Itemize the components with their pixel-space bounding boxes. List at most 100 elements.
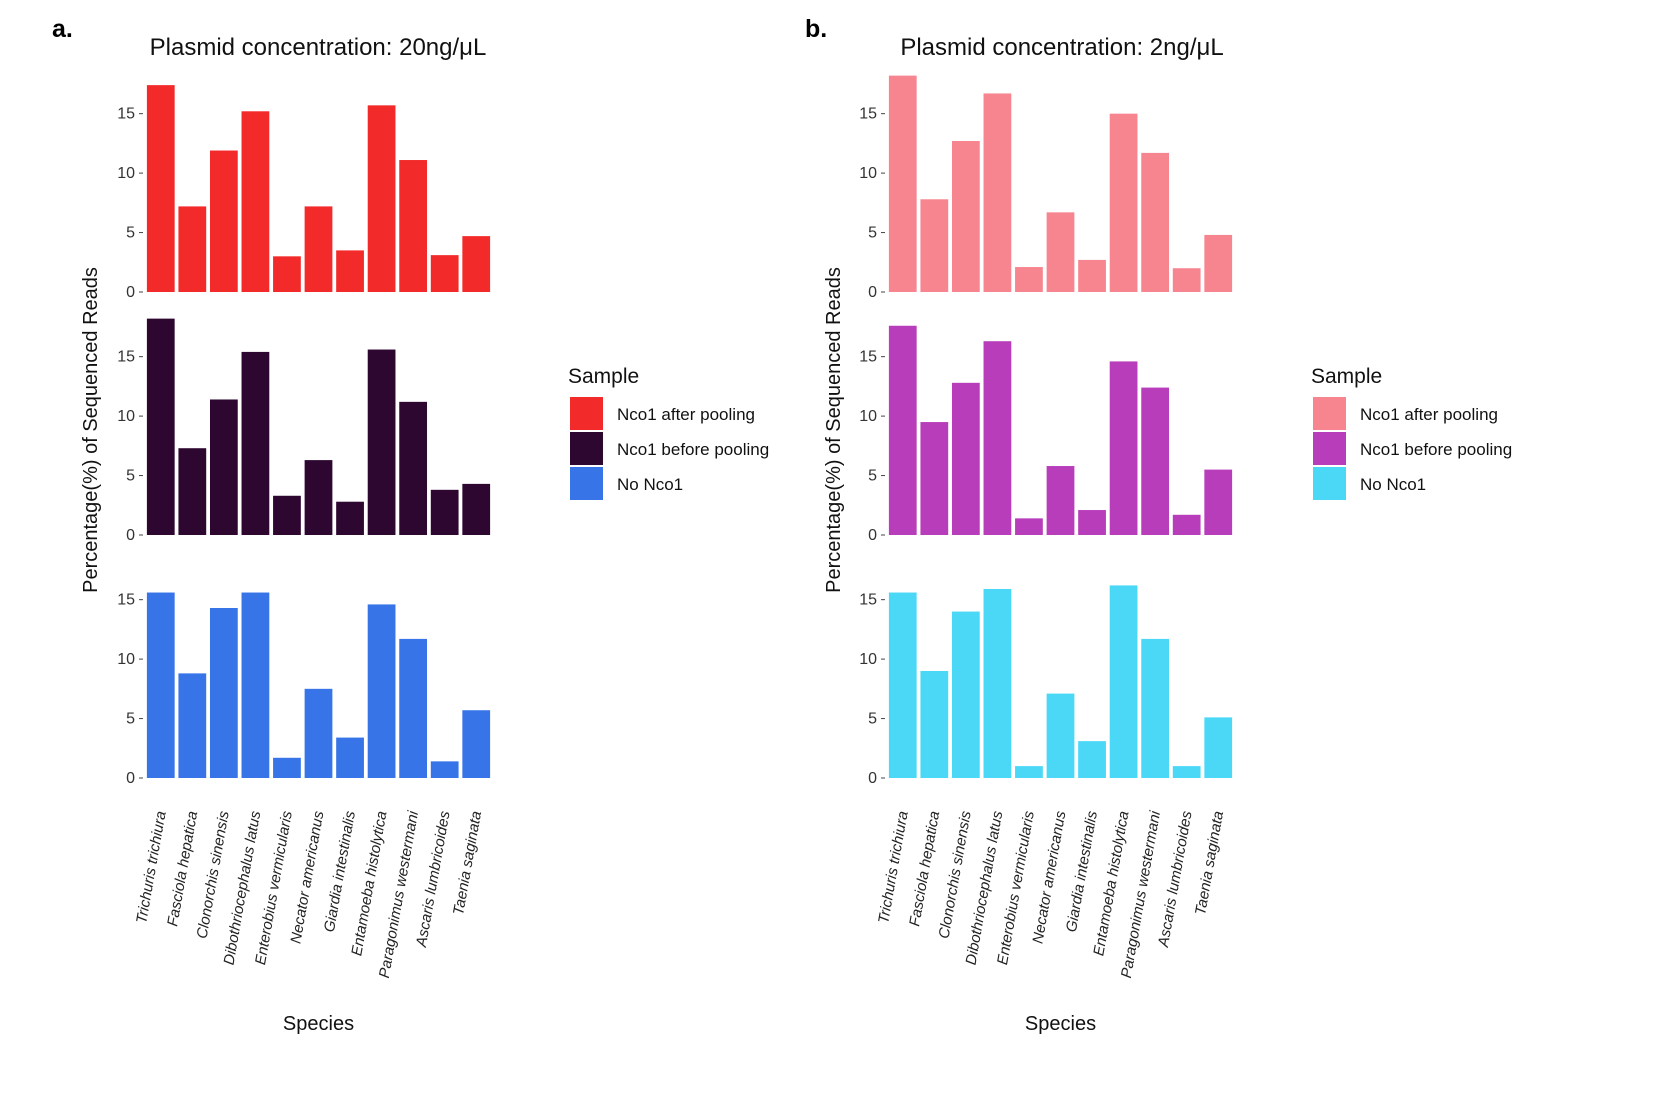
bar-dibothriocephalus-latus (983, 93, 1012, 293)
legend: Sample Nco1 after pooling Nco1 before pool… (568, 365, 769, 500)
bar-enterobius-vermicularis (1015, 267, 1043, 292)
bar-necator-americanus (304, 688, 333, 778)
bar-fasciola-hepatica (178, 673, 207, 778)
bar-trichuris-trichiura (146, 85, 175, 292)
y-tick-label: 0 (126, 527, 135, 544)
bar-trichuris-trichiura (146, 592, 175, 778)
bar-paragonimus-westermani (399, 638, 428, 778)
bar-taenia-saginata (462, 236, 491, 292)
x-tick-label: Trichuris trichiura (875, 810, 912, 925)
bar-paragonimus-westermani (1141, 638, 1170, 778)
bar-paragonimus-westermani (399, 401, 428, 535)
y-tick-label: 5 (868, 225, 877, 242)
facet-1: 0 5 10 15 (117, 85, 491, 301)
bar-entamoeba-histolytica (1109, 361, 1138, 535)
bar-taenia-saginata (1204, 234, 1233, 292)
bar-giardia-intestinalis (1078, 741, 1106, 778)
x-tick-label: Giardia intestinalis (321, 809, 359, 933)
x-axis-title: Species (1025, 1013, 1096, 1035)
x-tick-label: Taenia saginata (450, 810, 485, 917)
bar-fasciola-hepatica (178, 448, 207, 535)
y-tick-label: 15 (117, 349, 135, 366)
bar-trichuris-trichiura (888, 325, 917, 535)
bar-clonorchis-sinensis (209, 399, 238, 535)
y-tick-label: 5 (868, 711, 877, 728)
bar-dibothriocephalus-latus (983, 588, 1012, 778)
bar-fasciola-hepatica (920, 422, 949, 535)
bar-fasciola-hepatica (920, 199, 949, 292)
bar-trichuris-trichiura (146, 318, 175, 535)
legend-label: Nco1 after pooling (1360, 405, 1498, 424)
x-tick-label: Fasciola hepatica (906, 810, 943, 928)
chart-title: Plasmid concentration: 2ng/μL (900, 34, 1223, 61)
bar-necator-americanus (304, 460, 333, 535)
y-tick-label: 10 (859, 651, 877, 668)
bar-trichuris-trichiura (888, 75, 917, 293)
bar-ascaris-lumbricoides (430, 255, 459, 292)
facet-2: 0 5 10 15 (859, 325, 1233, 544)
y-tick-label: 0 (868, 770, 877, 787)
bar-clonorchis-sinensis (951, 382, 980, 535)
bar-entamoeba-histolytica (367, 604, 396, 778)
legend-key (1313, 467, 1346, 500)
bar-entamoeba-histolytica (1109, 585, 1138, 778)
x-axis-title: Species (283, 1013, 354, 1035)
y-tick-label: 5 (126, 225, 135, 242)
legend-label: No Nco1 (617, 475, 683, 494)
x-tick-label: Trichuris trichiura (133, 810, 170, 925)
bar-trichuris-trichiura (888, 592, 917, 778)
bar-necator-americanus (1046, 693, 1075, 778)
bar-paragonimus-westermani (1141, 387, 1170, 535)
bar-ascaris-lumbricoides (1172, 268, 1201, 292)
bar-dibothriocephalus-latus (983, 341, 1012, 535)
y-tick-label: 10 (117, 165, 135, 182)
bar-enterobius-vermicularis (1015, 518, 1043, 535)
bar-dibothriocephalus-latus (241, 111, 270, 292)
y-tick-label: 15 (117, 592, 135, 609)
x-tick-label: Taenia saginata (1192, 810, 1227, 917)
y-tick-label: 15 (117, 106, 135, 123)
y-tick-label: 15 (859, 592, 877, 609)
x-tick-label: Clonorchis sinensis (936, 809, 975, 940)
bar-necator-americanus (304, 206, 333, 292)
legend-key (1313, 397, 1346, 430)
chart-a: a. Plasmid concentration: 20ng/μL 0 5 10 15 0 5… (52, 15, 769, 1035)
bar-giardia-intestinalis (336, 737, 364, 778)
bar-dibothriocephalus-latus (241, 592, 270, 778)
bar-enterobius-vermicularis (273, 757, 301, 778)
y-tick-label: 5 (126, 468, 135, 485)
bar-giardia-intestinalis (336, 501, 364, 535)
y-tick-label: 10 (117, 651, 135, 668)
bar-paragonimus-westermani (399, 160, 428, 292)
y-axis-title: Percentage(%) of Sequenced Reads (80, 267, 102, 593)
bar-necator-americanus (1046, 212, 1075, 292)
y-tick-label: 5 (868, 468, 877, 485)
y-tick-label: 10 (859, 165, 877, 182)
legend-label: Nco1 before pooling (617, 440, 769, 459)
bar-taenia-saginata (1204, 469, 1233, 535)
y-tick-label: 10 (117, 408, 135, 425)
bar-dibothriocephalus-latus (241, 351, 270, 535)
bar-fasciola-hepatica (178, 206, 207, 292)
bar-entamoeba-histolytica (1109, 113, 1138, 292)
bar-clonorchis-sinensis (951, 141, 980, 292)
bar-clonorchis-sinensis (951, 611, 980, 778)
y-tick-label: 0 (126, 284, 135, 301)
y-tick-label: 15 (859, 106, 877, 123)
y-axis-title: Percentage(%) of Sequenced Reads (823, 267, 845, 593)
bar-clonorchis-sinensis (209, 607, 238, 778)
legend-title: Sample (568, 365, 639, 388)
bar-entamoeba-histolytica (367, 349, 396, 535)
legend-key (570, 467, 603, 500)
legend-key (570, 432, 603, 465)
legend-label: Nco1 after pooling (617, 405, 755, 424)
legend-label: No Nco1 (1360, 475, 1426, 494)
bar-taenia-saginata (1204, 717, 1233, 778)
bar-paragonimus-westermani (1141, 152, 1170, 292)
chart-b: b. Plasmid concentration: 2ng/μL 0 5 10 15 0 5 1… (805, 15, 1512, 1035)
bar-taenia-saginata (462, 710, 491, 778)
bar-enterobius-vermicularis (1015, 766, 1043, 778)
facet-3: 0 5 10 15 (117, 592, 491, 787)
facet-2: 0 5 10 15 (117, 318, 491, 544)
